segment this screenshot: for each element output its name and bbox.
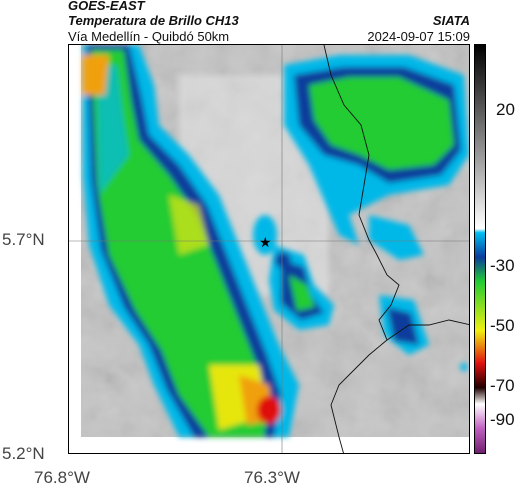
- admin-border-line: [323, 45, 400, 453]
- cloud-cells-center: [253, 215, 334, 330]
- region-label: Vía Medellín - Quibdó 50km: [68, 29, 230, 44]
- timestamp: 2024-09-07 15:09: [367, 29, 470, 44]
- satellite-name: GOES-EAST: [68, 0, 145, 13]
- lat-tick-5.7: 5.7°N: [2, 230, 45, 249]
- satellite-map[interactable]: ★: [68, 44, 470, 454]
- bottom-strip: [69, 437, 469, 453]
- colorbar-tick-20: 20: [496, 100, 515, 119]
- left-strip: [69, 45, 81, 453]
- admin-border-line-east: [386, 319, 469, 341]
- lon-tick-76.3: 76.3°W: [244, 468, 300, 487]
- location-marker-star: ★: [259, 235, 272, 251]
- map-canvas: ★: [69, 45, 469, 453]
- colorbar-tick-minus90: -90: [490, 410, 515, 429]
- colorbar-tick-minus30: -30: [490, 256, 515, 275]
- agency-label: SIATA: [432, 13, 470, 28]
- colorbar-gradient: [475, 45, 485, 453]
- lon-tick-76.8: 76.8°W: [34, 468, 90, 487]
- product-title: Temperatura de Brillo CH13: [68, 13, 239, 28]
- lat-tick-5.2: 5.2°N: [2, 444, 45, 463]
- colorbar: [474, 44, 486, 454]
- cloud-band-right: [284, 55, 469, 371]
- colorbar-tick-minus70: -70: [490, 376, 515, 395]
- colorbar-tick-minus50: -50: [490, 316, 515, 335]
